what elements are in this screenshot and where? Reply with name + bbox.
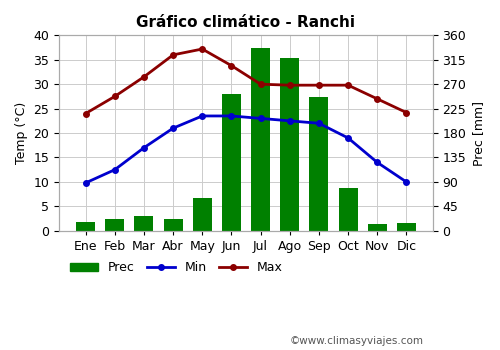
Text: ©www.climasyviajes.com: ©www.climasyviajes.com <box>290 336 424 346</box>
Bar <box>193 198 212 231</box>
Y-axis label: Temp (°C): Temp (°C) <box>15 102 28 164</box>
Bar <box>222 94 241 231</box>
Bar <box>106 219 124 231</box>
Bar <box>338 188 357 231</box>
Bar <box>280 58 299 231</box>
Bar <box>251 48 270 231</box>
Bar <box>310 97 328 231</box>
Legend: Prec, Min, Max: Prec, Min, Max <box>66 256 288 279</box>
Title: Gráfico climático - Ranchi: Gráfico climático - Ranchi <box>136 15 356 30</box>
Y-axis label: Prec [mm]: Prec [mm] <box>472 100 485 166</box>
Bar <box>134 216 154 231</box>
Bar <box>397 223 416 231</box>
Bar <box>164 219 182 231</box>
Bar <box>368 224 386 231</box>
Bar <box>76 222 95 231</box>
